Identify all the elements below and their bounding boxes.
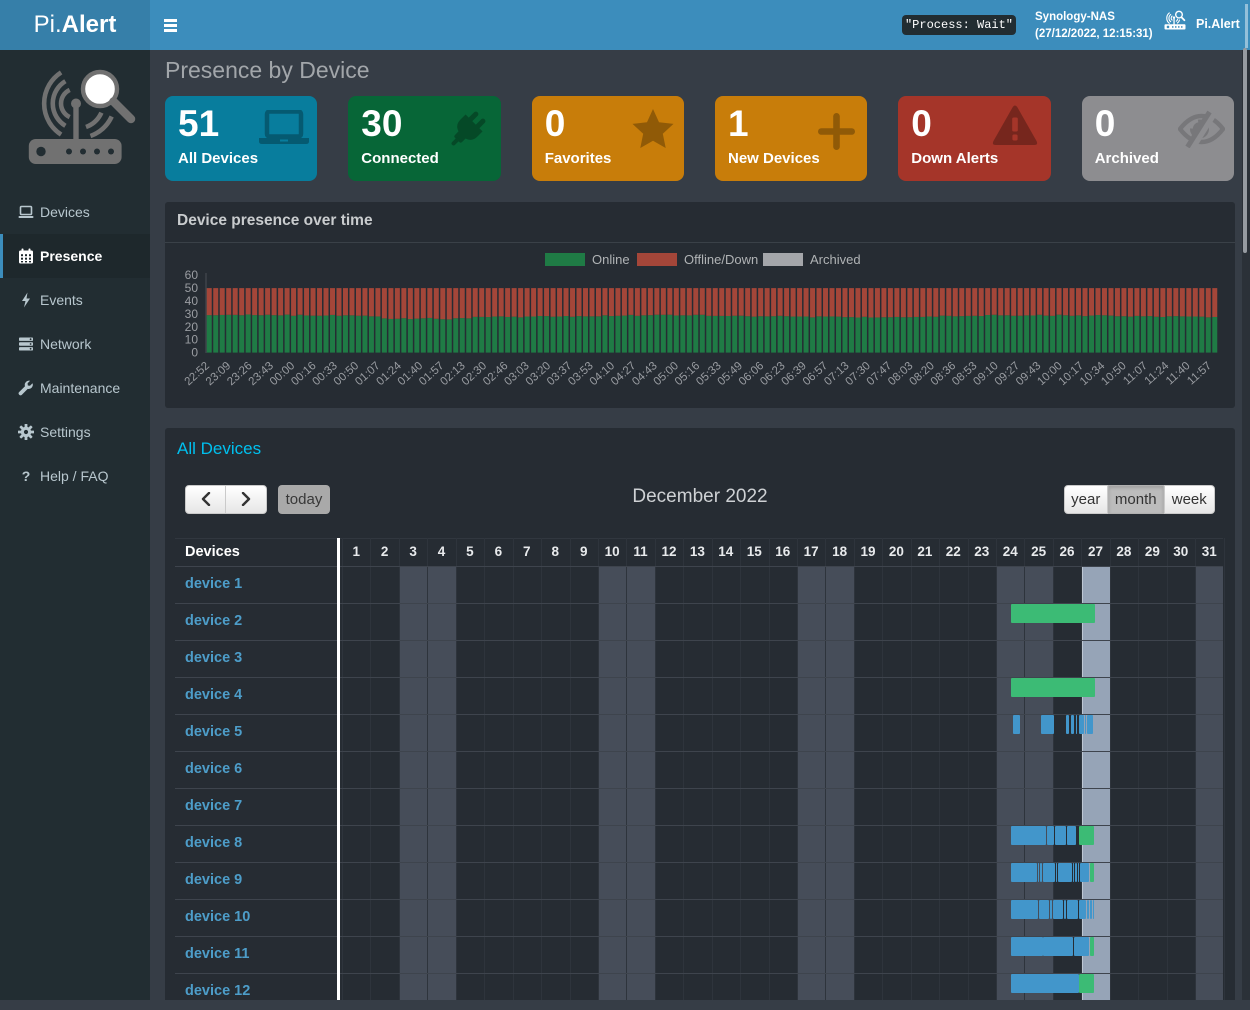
svg-text:?: ?: [22, 468, 31, 484]
svg-text:50: 50: [185, 281, 199, 295]
svg-text:10:50: 10:50: [1099, 360, 1128, 388]
svg-text:0: 0: [191, 346, 198, 360]
svg-text:60: 60: [185, 268, 199, 282]
svg-text:Offline/Down: Offline/Down: [684, 252, 758, 267]
svg-text:20: 20: [185, 320, 199, 334]
svg-text:30: 30: [185, 307, 199, 321]
svg-text:10: 10: [185, 333, 199, 347]
svg-text:Online: Online: [592, 252, 630, 267]
svg-text:40: 40: [185, 294, 199, 308]
svg-text:Archived: Archived: [810, 252, 861, 267]
svg-text:11:57: 11:57: [1185, 360, 1214, 388]
